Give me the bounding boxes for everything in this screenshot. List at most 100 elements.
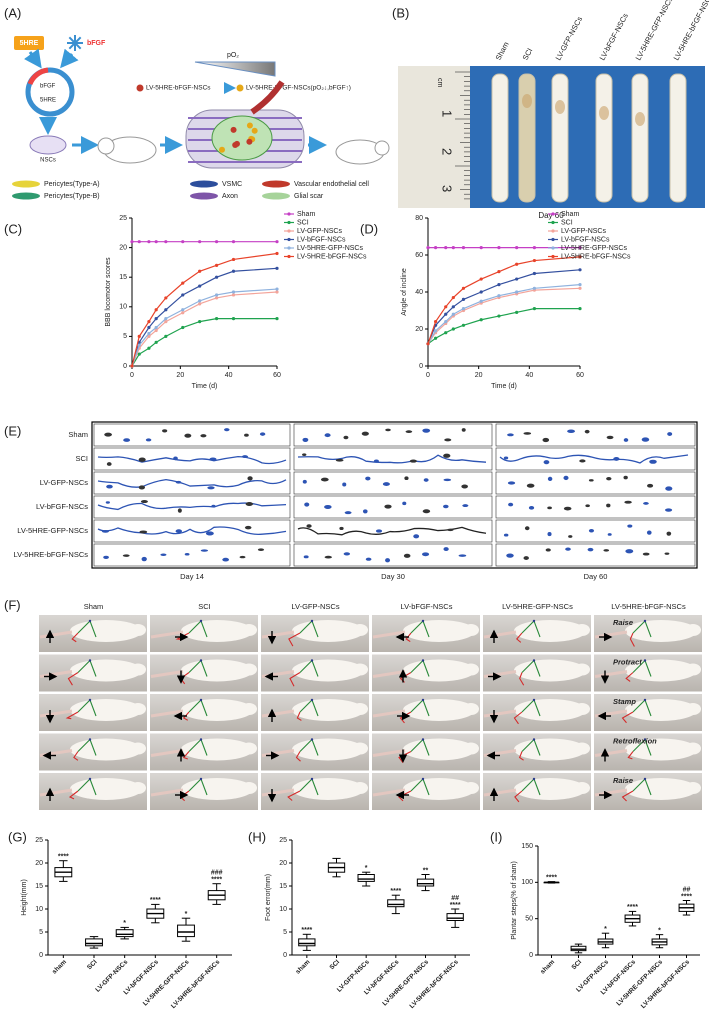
point <box>181 311 185 315</box>
rat-tail <box>372 749 406 757</box>
joint <box>310 738 314 741</box>
phase-label: Protract <box>613 657 642 666</box>
point <box>426 246 430 250</box>
point <box>532 258 537 263</box>
footprint <box>545 548 551 552</box>
footprint <box>623 438 629 442</box>
footprint <box>207 486 215 490</box>
point <box>434 246 438 250</box>
legend-label: LV-bFGF-NSCs <box>297 236 346 243</box>
footprint <box>443 478 452 482</box>
point <box>578 283 582 287</box>
drag-trace <box>297 526 487 536</box>
rat-tail <box>39 788 73 797</box>
rat-head <box>463 782 479 794</box>
footprint-cell <box>293 519 493 543</box>
legend-label: LV-bFGF-NSCs <box>561 236 610 243</box>
y-tick-label: 0 <box>283 952 287 959</box>
point <box>479 318 483 322</box>
rat-body <box>70 659 142 682</box>
significance: **** <box>627 904 638 911</box>
point <box>532 307 537 311</box>
point <box>181 325 185 330</box>
footprint <box>139 530 148 534</box>
footprint <box>409 459 417 463</box>
footprint <box>462 504 469 508</box>
column-label: LV-bFGF-NSCs <box>401 602 453 611</box>
ruler <box>398 66 470 208</box>
footprint <box>443 453 451 458</box>
footprint <box>362 509 368 514</box>
point <box>214 275 219 279</box>
legend-label: LV-5HRE-GFP-NSCs <box>561 245 627 252</box>
rat-tail <box>261 788 295 797</box>
point <box>214 293 219 297</box>
point <box>214 317 219 321</box>
footprint <box>507 481 516 485</box>
legend-marker <box>287 220 291 225</box>
footprint <box>324 504 332 510</box>
footprint <box>461 484 468 489</box>
footprint-cell <box>293 543 493 567</box>
footprint <box>547 476 553 482</box>
arrow <box>60 48 79 69</box>
joint-stick <box>289 672 301 687</box>
ruler-mark: 1 <box>440 110 455 117</box>
footprint <box>205 531 214 536</box>
significance: ## <box>683 886 691 893</box>
point <box>198 284 202 288</box>
significance: **** <box>301 927 312 934</box>
row-label: LV-5HRE-GFP-NSCs <box>17 526 88 535</box>
rat-body <box>625 620 697 642</box>
arrow <box>23 48 42 69</box>
footprint <box>244 525 252 530</box>
rat-tail <box>594 670 628 678</box>
significance: **** <box>390 888 401 895</box>
joint <box>199 619 203 623</box>
joint <box>310 698 314 702</box>
spinal-cord <box>518 73 536 203</box>
point <box>497 294 501 298</box>
rat-head <box>241 782 257 794</box>
x-tick-label: LV-5HRE-GFP-NSCs <box>615 958 664 1007</box>
footprint-cell <box>93 423 291 447</box>
footprint <box>385 558 391 563</box>
rat-head <box>130 624 146 636</box>
footprint <box>245 501 254 507</box>
rat-tail <box>39 630 73 639</box>
legend-marker <box>551 237 555 242</box>
legend-marker <box>551 212 555 216</box>
rat-head <box>241 663 257 676</box>
y-tick-label: 100 <box>521 879 533 886</box>
joint-stick <box>514 790 523 803</box>
footprint <box>508 502 514 507</box>
footprint <box>145 438 152 442</box>
point <box>578 307 582 311</box>
footprint <box>241 455 249 458</box>
y-tick-label: 20 <box>279 860 287 867</box>
significance: **** <box>450 902 461 909</box>
rat-head <box>463 703 479 715</box>
spinal-cord <box>595 73 613 203</box>
joint <box>310 619 314 623</box>
point <box>147 320 151 324</box>
legend-label: SCI <box>561 219 573 226</box>
footprint <box>568 535 573 538</box>
rat-head <box>574 624 590 636</box>
column-label: Day 14 <box>180 572 204 581</box>
phase-label: Raise <box>613 776 633 785</box>
point <box>444 246 448 250</box>
rat-tail <box>261 709 295 718</box>
rat-head <box>685 624 701 636</box>
y-axis-label: BBB locomotor scores <box>105 257 112 327</box>
graft-cell <box>233 140 240 147</box>
point <box>451 327 455 331</box>
footprint <box>503 456 509 460</box>
rat-head <box>241 624 257 636</box>
spinal-cord <box>631 73 649 203</box>
graft-cell <box>230 126 237 133</box>
footprint <box>422 552 430 557</box>
footprint <box>343 435 349 440</box>
series-line <box>427 308 580 345</box>
